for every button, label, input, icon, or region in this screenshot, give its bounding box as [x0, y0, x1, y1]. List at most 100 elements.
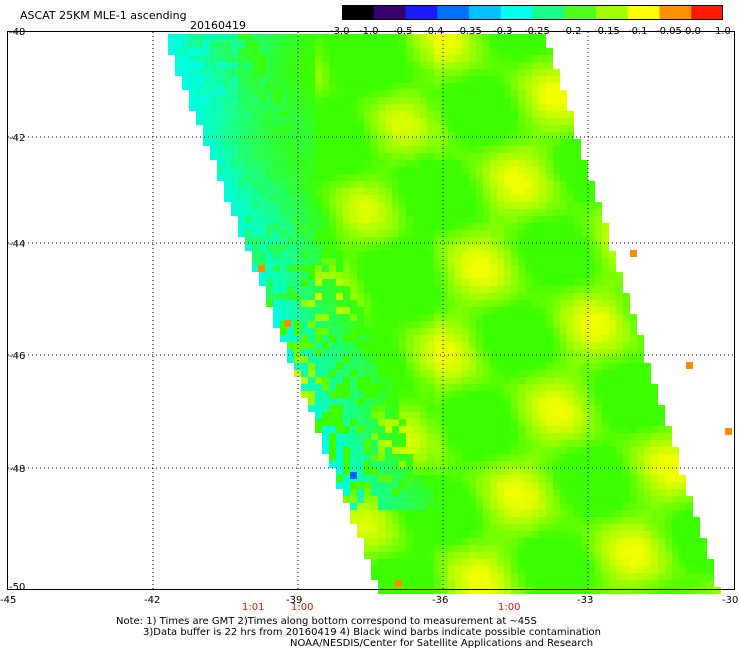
swath-pixel — [399, 489, 406, 496]
swath-pixel — [343, 440, 350, 447]
swath-pixel — [546, 552, 553, 559]
swath-pixel — [539, 41, 546, 48]
swath-pixel — [406, 468, 413, 475]
swath-pixel — [413, 412, 420, 419]
swath-pixel — [539, 356, 546, 363]
swath-pixel — [315, 153, 322, 160]
swath-pixel — [196, 34, 203, 41]
swath-pixel — [574, 146, 581, 153]
swath-pixel — [504, 90, 511, 97]
swath-pixel — [511, 342, 518, 349]
swath-pixel — [567, 342, 574, 349]
swath-pixel — [203, 34, 210, 41]
swath-pixel — [413, 496, 420, 503]
swath-pixel — [560, 391, 567, 398]
swath-pixel — [427, 531, 434, 538]
swath-pixel — [259, 111, 266, 118]
swath-pixel — [427, 454, 434, 461]
swath-pixel — [203, 41, 210, 48]
swath-pixel — [231, 160, 238, 167]
swath-pixel — [427, 76, 434, 83]
swath-pixel — [469, 328, 476, 335]
swath-pixel — [602, 447, 609, 454]
swath-pixel — [315, 335, 322, 342]
swath-pixel — [623, 573, 630, 580]
swath-pixel — [553, 279, 560, 286]
swath-pixel — [385, 398, 392, 405]
swath-pixel — [329, 307, 336, 314]
swath-pixel — [455, 76, 462, 83]
swath-pixel — [511, 300, 518, 307]
swath-pixel — [371, 419, 378, 426]
swath-pixel — [623, 433, 630, 440]
swath-pixel — [329, 265, 336, 272]
swath-pixel — [336, 321, 343, 328]
swath-pixel — [455, 419, 462, 426]
swath-pixel — [378, 55, 385, 62]
swath-pixel — [546, 62, 553, 69]
swath-pixel — [483, 279, 490, 286]
swath-pixel — [637, 433, 644, 440]
swath-pixel — [602, 335, 609, 342]
swath-pixel — [504, 419, 511, 426]
swath-pixel — [378, 202, 385, 209]
swath-pixel — [462, 510, 469, 517]
swath-pixel — [602, 573, 609, 580]
swath-pixel — [182, 34, 189, 41]
swath-pixel — [497, 580, 504, 587]
swath-pixel — [413, 405, 420, 412]
swath-pixel — [420, 146, 427, 153]
swath-pixel — [420, 76, 427, 83]
swath-pixel — [434, 566, 441, 573]
swath-pixel — [623, 552, 630, 559]
swath-pixel — [679, 559, 686, 566]
swath-pixel — [294, 174, 301, 181]
swath-pixel — [609, 503, 616, 510]
swath-pixel — [322, 293, 329, 300]
swath-pixel — [546, 482, 553, 489]
swath-pixel — [511, 223, 518, 230]
swath-pixel — [420, 531, 427, 538]
swath-pixel — [413, 328, 420, 335]
swath-pixel — [259, 69, 266, 76]
swath-pixel — [504, 153, 511, 160]
swath-pixel — [385, 202, 392, 209]
swath-pixel — [287, 307, 294, 314]
swath-pixel — [532, 314, 539, 321]
swath-pixel — [427, 489, 434, 496]
colorbar-cell — [596, 5, 629, 20]
swath-pixel — [462, 573, 469, 580]
swath-pixel — [252, 55, 259, 62]
swath-pixel — [469, 419, 476, 426]
swath-pixel — [413, 356, 420, 363]
swath-pixel — [504, 524, 511, 531]
swath-pixel — [287, 83, 294, 90]
swath-pixel — [497, 125, 504, 132]
swath-pixel — [539, 69, 546, 76]
swath-pixel — [644, 503, 651, 510]
swath-pixel — [273, 188, 280, 195]
swath-pixel — [462, 419, 469, 426]
swath-pixel — [518, 76, 525, 83]
colorbar-cell — [342, 5, 375, 20]
swath-pixel — [497, 139, 504, 146]
swath-pixel — [413, 314, 420, 321]
swath-pixel — [651, 482, 658, 489]
swath-pixel — [469, 503, 476, 510]
swath-pixel — [511, 377, 518, 384]
swath-pixel — [406, 545, 413, 552]
swath-pixel — [455, 195, 462, 202]
swath-pixel — [350, 167, 357, 174]
swath-pixel — [371, 146, 378, 153]
swath-pixel — [357, 321, 364, 328]
swath-pixel — [294, 216, 301, 223]
swath-pixel — [266, 48, 273, 55]
swath-pixel — [581, 314, 588, 321]
swath-pixel — [322, 125, 329, 132]
swath-pixel — [385, 167, 392, 174]
swath-pixel — [245, 174, 252, 181]
swath-pixel — [343, 258, 350, 265]
swath-pixel — [595, 573, 602, 580]
swath-pixel — [497, 510, 504, 517]
swath-pixel — [476, 216, 483, 223]
